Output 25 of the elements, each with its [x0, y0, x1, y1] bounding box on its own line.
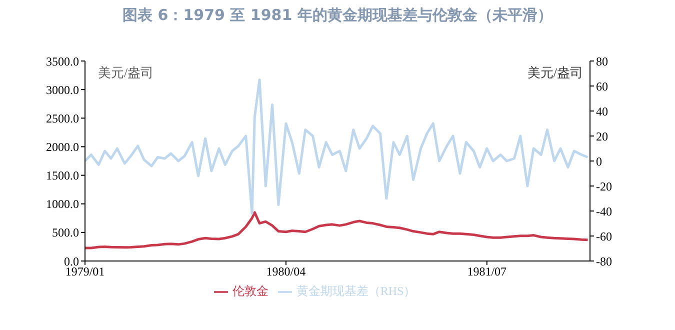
legend-label: 黄金期现基差（RHS）	[296, 284, 416, 298]
y2-tick-label: 60	[596, 79, 608, 94]
y2-tick-label: 0	[596, 154, 602, 168]
y2-tick-label: 80	[596, 54, 608, 68]
y2-tick-label: -40	[596, 204, 612, 218]
y-tick-label: 2000.0	[46, 140, 79, 154]
chart-title: 图表 6：1979 至 1981 年的黄金期现基差与伦敦金（未平滑）	[122, 6, 554, 25]
x-tick-label: 1981/07	[467, 264, 507, 279]
legend-label: 伦敦金	[232, 284, 268, 298]
y2-tick-label: -80	[596, 254, 612, 268]
y-tick-label: 2500.0	[46, 111, 79, 126]
y2-tick-label: 40	[596, 104, 608, 118]
y2-tick-label: -20	[596, 179, 612, 194]
y-tick-label: 1000.0	[46, 197, 79, 212]
line-series	[85, 78, 590, 215]
y-tick-label: 1500.0	[46, 168, 79, 183]
y-tick-label: 500.0	[52, 226, 79, 240]
line-series	[85, 211, 590, 250]
y2-tick-label: 20	[596, 129, 608, 144]
y2-axis-title: 美元/盎司	[527, 64, 583, 82]
y-axis-title: 美元/盎司	[98, 64, 154, 82]
y2-tick-label: -60	[596, 229, 612, 244]
y-tick-label: 3500.0	[46, 54, 79, 68]
y-tick-label: 3000.0	[46, 82, 79, 97]
x-tick-label: 1980/04	[266, 264, 306, 279]
